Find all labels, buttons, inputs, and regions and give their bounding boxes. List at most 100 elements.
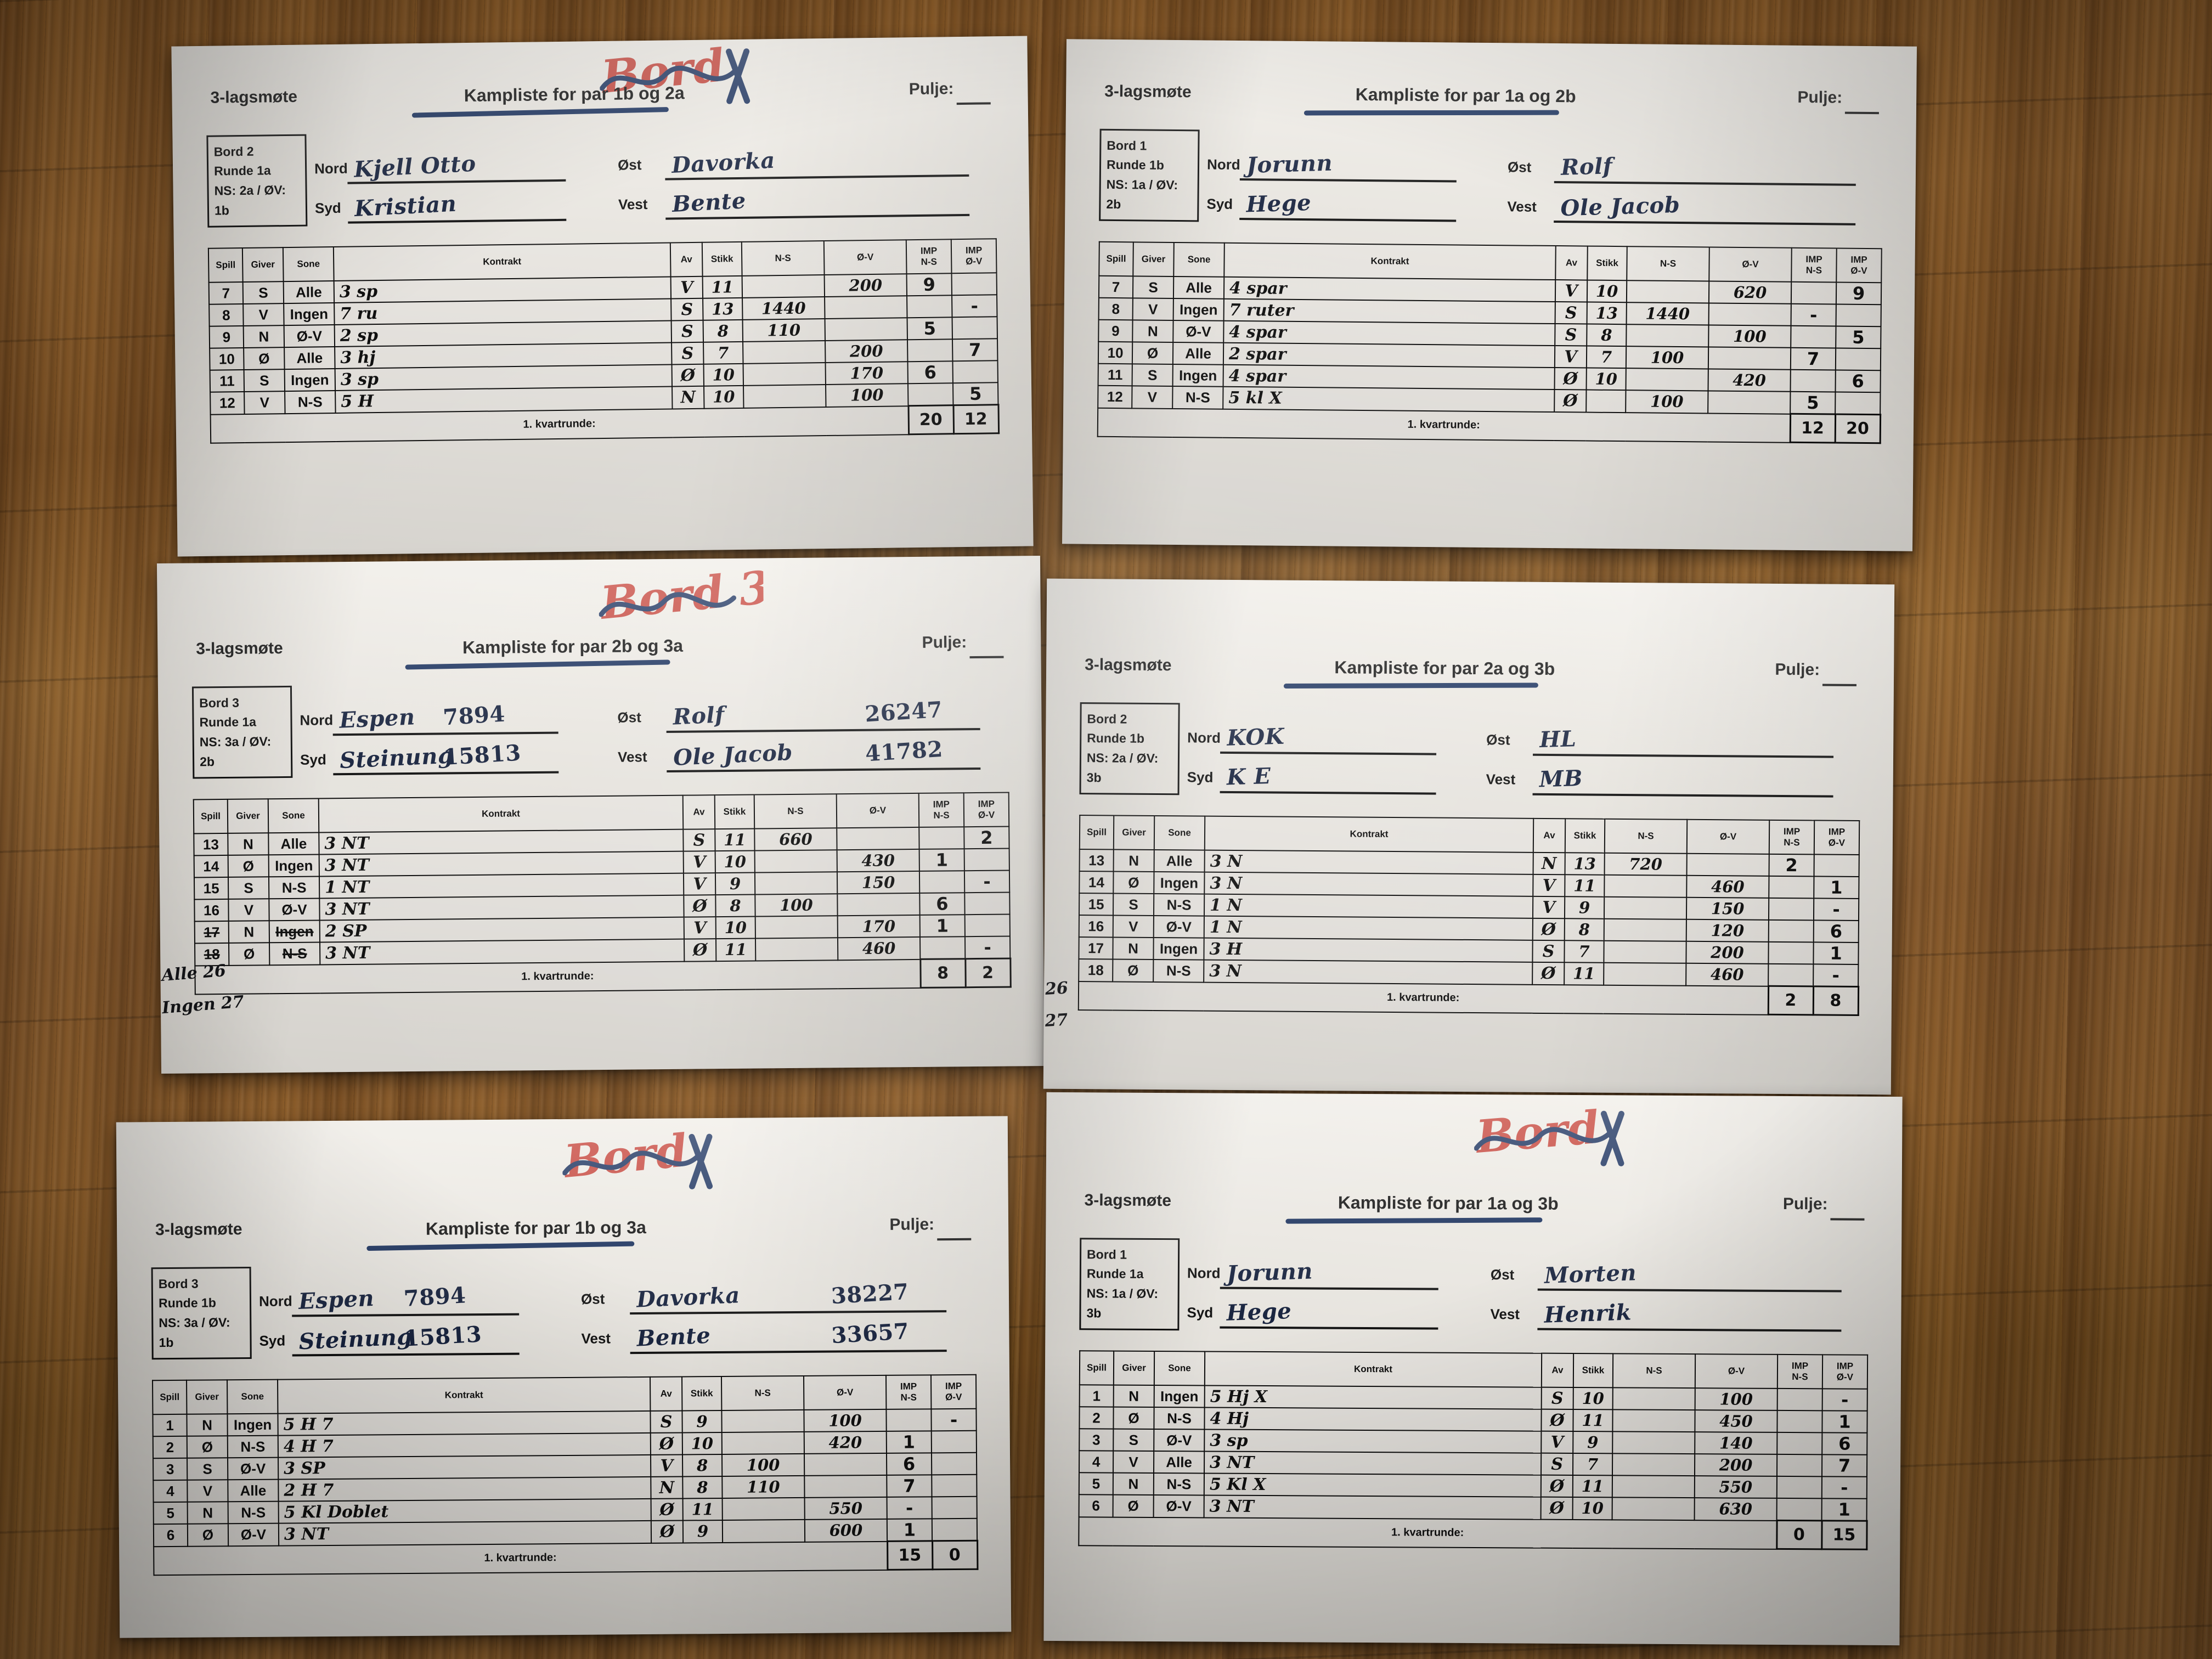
cell-ns-score[interactable]: 100 — [1626, 346, 1709, 369]
cell-spill[interactable]: 9 — [1098, 319, 1133, 342]
cell-imp-ov[interactable]: - — [1813, 898, 1859, 921]
cell-spill[interactable]: 13 — [194, 833, 228, 856]
cell-ns-score[interactable] — [1612, 1409, 1695, 1432]
cell-imp-ns[interactable]: - — [1791, 303, 1836, 326]
cell-av[interactable]: S — [650, 1410, 682, 1433]
cell-imp-ns[interactable] — [1776, 1476, 1822, 1499]
cell-imp-ns[interactable] — [1777, 1388, 1822, 1411]
cell-spill[interactable]: 6 — [153, 1523, 188, 1547]
cell-sone[interactable]: Ø-V — [228, 1457, 279, 1480]
cell-giver[interactable]: S — [187, 1458, 228, 1480]
cell-ns-score[interactable] — [754, 850, 837, 873]
cell-imp-ov[interactable]: 6 — [1822, 1432, 1867, 1455]
cell-giver[interactable]: S — [1113, 893, 1154, 916]
player-input-line-vest[interactable] — [1554, 221, 1856, 225]
cell-sone[interactable]: Ingen — [284, 368, 336, 392]
pulje-input-line[interactable] — [1844, 111, 1879, 115]
cell-giver[interactable]: S — [1113, 1429, 1154, 1451]
cell-sone[interactable]: Alle — [1173, 276, 1224, 299]
cell-av[interactable]: S — [683, 829, 715, 851]
cell-ov-score[interactable]: 100 — [825, 383, 909, 407]
cell-spill[interactable]: 3 — [153, 1458, 188, 1481]
cell-imp-ov[interactable] — [952, 360, 998, 383]
cell-stikk[interactable]: 10 — [1572, 1497, 1612, 1520]
cell-kontrakt[interactable]: 1 N — [1204, 916, 1533, 940]
cell-kontrakt[interactable]: 5 H 7 — [278, 1410, 651, 1436]
cell-giver[interactable]: Ø — [1132, 342, 1173, 364]
cell-ov-score[interactable]: 170 — [837, 915, 920, 938]
cell-ov-score[interactable]: 460 — [1686, 963, 1769, 986]
cell-imp-ns[interactable]: 5 — [907, 317, 953, 340]
cell-ov-score[interactable] — [1708, 303, 1791, 326]
cell-giver[interactable]: V — [187, 1480, 228, 1502]
cell-ns-score[interactable] — [755, 916, 838, 939]
cell-giver[interactable]: Ø — [1113, 871, 1154, 894]
cell-ov-score[interactable]: 460 — [1686, 875, 1769, 898]
cell-sone[interactable]: Ø-V — [1173, 320, 1224, 343]
cell-imp-ns[interactable] — [919, 827, 964, 849]
cell-imp-ns[interactable]: 6 — [907, 361, 953, 384]
cell-av[interactable]: S — [1532, 940, 1565, 963]
cell-imp-ns[interactable]: 1 — [919, 849, 964, 871]
cell-stikk[interactable]: 10 — [704, 385, 744, 409]
cell-kontrakt[interactable]: 3 NT — [1204, 1451, 1542, 1475]
cell-sone[interactable]: Ingen — [1154, 871, 1205, 894]
cell-imp-ns[interactable] — [1776, 1454, 1822, 1477]
cell-imp-ov[interactable]: - — [1813, 964, 1859, 987]
cell-stikk[interactable]: 10 — [715, 850, 755, 873]
cell-spill[interactable]: 12 — [1098, 385, 1132, 408]
cell-imp-ov[interactable]: 6 — [1835, 370, 1881, 393]
cell-ns-score[interactable] — [743, 341, 826, 364]
cell-kontrakt[interactable]: 3 N — [1204, 872, 1533, 896]
cell-spill[interactable]: 1 — [153, 1414, 187, 1437]
cell-kontrakt[interactable]: 3 sp — [1204, 1429, 1542, 1453]
cell-kontrakt[interactable]: 2 spar — [1223, 342, 1555, 368]
cell-imp-ns[interactable]: 6 — [886, 1453, 932, 1475]
cell-sone[interactable]: N-S — [1153, 959, 1204, 983]
cell-stikk[interactable]: 7 — [1586, 346, 1627, 369]
cell-ns-score[interactable] — [721, 1431, 804, 1454]
cell-imp-ns[interactable] — [1768, 919, 1814, 943]
cell-imp-ns[interactable] — [886, 1409, 932, 1431]
player-input-line-nord[interactable] — [1220, 1286, 1438, 1290]
cell-spill[interactable]: 10 — [1098, 341, 1133, 364]
cell-giver[interactable]: S — [244, 369, 285, 392]
cell-kontrakt[interactable]: 3 N — [1204, 960, 1533, 985]
cell-giver[interactable]: V — [1113, 1451, 1154, 1473]
player-input-line-nord[interactable] — [1220, 751, 1437, 755]
cell-giver[interactable]: V — [1113, 915, 1154, 938]
cell-imp-ns[interactable] — [919, 871, 965, 893]
cell-ov-score[interactable]: 100 — [1708, 325, 1791, 348]
cell-giver[interactable]: V — [244, 391, 285, 414]
cell-imp-ov[interactable] — [951, 273, 997, 296]
player-input-line-nord[interactable] — [1239, 178, 1457, 183]
cell-av[interactable]: V — [683, 873, 716, 895]
player-input-line-ost[interactable] — [666, 727, 980, 733]
cell-stikk[interactable]: 9 — [1573, 1431, 1613, 1454]
cell-sone[interactable]: N-S — [228, 1501, 279, 1524]
cell-sone[interactable]: N-S — [227, 1435, 279, 1458]
cell-sone[interactable]: Ø-V — [269, 898, 320, 921]
cell-av[interactable]: Ø — [684, 939, 716, 962]
cell-imp-ns[interactable] — [1791, 325, 1836, 348]
cell-imp-ov[interactable]: 9 — [1836, 282, 1882, 305]
cell-spill[interactable]: 7 — [1098, 275, 1133, 298]
cell-giver[interactable]: V — [1132, 298, 1173, 320]
cell-ov-score[interactable] — [1686, 853, 1769, 876]
cell-ov-score[interactable] — [837, 893, 920, 916]
cell-imp-ns[interactable]: 1 — [886, 1431, 932, 1453]
cell-giver[interactable]: N — [243, 325, 285, 348]
cell-imp-ov[interactable] — [964, 892, 1010, 915]
cell-av[interactable]: Ø — [651, 1520, 684, 1543]
cell-av[interactable]: V — [1533, 874, 1565, 897]
cell-av[interactable]: V — [684, 917, 716, 939]
cell-kontrakt[interactable]: 7 ruter — [1223, 298, 1555, 324]
cell-giver[interactable]: N — [228, 833, 269, 855]
cell-spill[interactable]: 1 — [1079, 1385, 1114, 1407]
cell-spill[interactable]: 9 — [209, 325, 244, 348]
cell-av[interactable]: V — [1554, 346, 1587, 368]
cell-av[interactable]: Ø — [1532, 918, 1565, 941]
cell-giver[interactable]: N — [1113, 937, 1154, 960]
cell-sone[interactable]: N-S — [1153, 1472, 1204, 1496]
cell-imp-ov[interactable] — [932, 1496, 977, 1519]
